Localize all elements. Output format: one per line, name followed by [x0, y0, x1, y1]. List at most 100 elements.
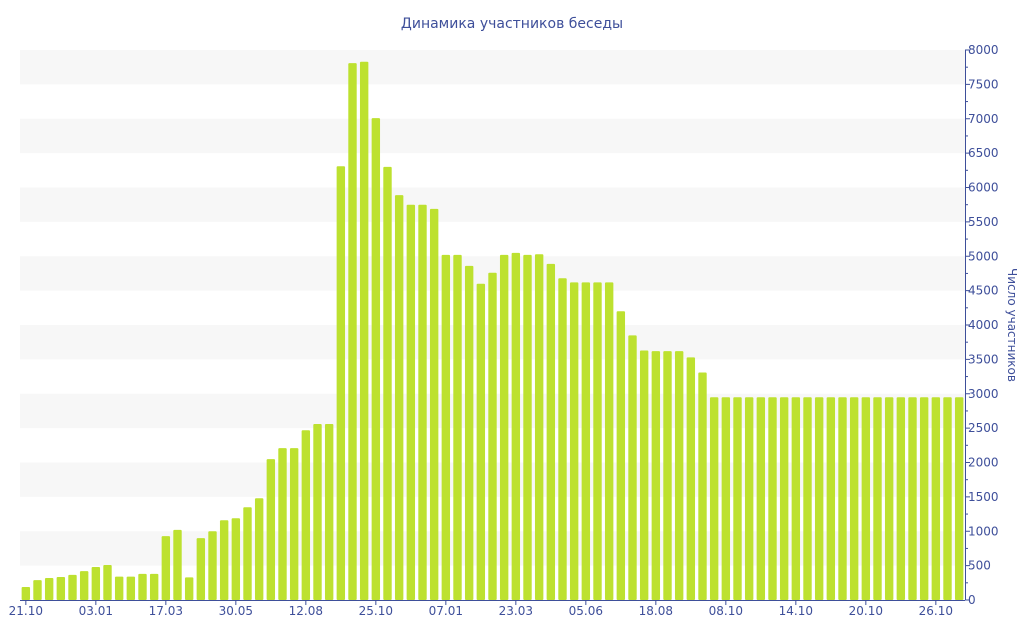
bar: [21, 586, 31, 600]
bar: [768, 397, 777, 600]
x-tick-label: 20.10: [849, 604, 883, 618]
bar: [418, 204, 427, 600]
bar: [243, 507, 252, 600]
bar: [721, 397, 731, 600]
bar: [523, 254, 532, 600]
y-tick-label: 2000: [968, 456, 999, 470]
bar: [744, 397, 754, 600]
bar: [348, 63, 357, 600]
bar: [931, 397, 941, 600]
bar: [861, 397, 871, 600]
bar: [593, 282, 602, 600]
bar: [359, 61, 369, 600]
bar: [173, 529, 182, 600]
bar: [219, 520, 229, 600]
bar: [33, 580, 42, 600]
x-tick-label: 07.01: [429, 604, 463, 618]
bar: [394, 195, 404, 600]
x-tick-label: 05.06: [569, 604, 603, 618]
bar: [616, 311, 626, 600]
x-tick-label: 26.10: [919, 604, 953, 618]
bar: [756, 397, 766, 600]
bar: [873, 397, 882, 600]
bar: [278, 448, 287, 600]
y-tick-label: 7000: [968, 112, 999, 126]
bar: [254, 498, 264, 600]
bar: [184, 577, 194, 600]
bar: [651, 351, 661, 600]
bar: [383, 166, 392, 600]
bar: [698, 372, 707, 600]
bar: [441, 254, 451, 600]
y-tick-label: 8000: [968, 43, 999, 57]
bar: [488, 272, 497, 600]
bar: [149, 573, 159, 600]
y-tick-label: 500: [968, 559, 991, 573]
bar: [674, 351, 684, 600]
bar: [138, 573, 147, 600]
bar: [943, 397, 952, 600]
bar: [779, 397, 789, 600]
y-tick-label: 7500: [968, 77, 999, 91]
bar: [406, 204, 416, 600]
bar: [266, 459, 276, 600]
bar: [79, 571, 89, 600]
y-axis-label: Число участников: [1005, 268, 1019, 382]
bar: [908, 397, 917, 600]
bar: [838, 397, 847, 600]
y-tick-label: 3500: [968, 352, 999, 366]
bar: [429, 208, 439, 600]
bar: [733, 397, 742, 600]
x-tick-label: 30.05: [219, 604, 253, 618]
bar: [336, 166, 346, 600]
y-tick-label: 4000: [968, 318, 999, 332]
y-tick-label: 3000: [968, 387, 999, 401]
bar: [114, 576, 124, 600]
bar: [849, 397, 859, 600]
x-tick-label: 08.10: [709, 604, 743, 618]
chart-title: Динамика участников беседы: [401, 16, 623, 32]
x-tick-label: 14.10: [779, 604, 813, 618]
bar: [161, 536, 171, 600]
bar: [208, 531, 217, 600]
x-tick-label: 18.08: [639, 604, 673, 618]
bar: [604, 282, 614, 600]
bar: [103, 564, 112, 600]
y-tick-label: 5500: [968, 215, 999, 229]
x-axis-ticks: 21.10 03.01 17.03 30.05 12.08 25.10 07.01 23.03…: [9, 600, 953, 618]
bar: [558, 278, 567, 600]
y-tick-label: 5000: [968, 249, 999, 263]
bar: [196, 538, 206, 600]
bar: [954, 397, 964, 600]
x-tick-label: 12.08: [289, 604, 323, 618]
bar: [709, 397, 719, 600]
bar: [814, 397, 824, 600]
bar: [313, 424, 322, 600]
bar: [499, 254, 509, 600]
bar: [803, 397, 812, 600]
grid-band: [20, 50, 965, 85]
bar: [581, 282, 591, 600]
bar: [126, 576, 136, 600]
bar: [56, 576, 66, 600]
y-tick-label: 1500: [968, 490, 999, 504]
y-tick-label: 0: [968, 593, 976, 607]
bar: [231, 518, 241, 600]
bar: [826, 397, 836, 600]
bar: [546, 263, 556, 600]
bar: [324, 424, 334, 600]
x-tick-label: 23.03: [499, 604, 533, 618]
x-tick-label: 25.10: [359, 604, 393, 618]
bar: [639, 350, 649, 600]
grid-band: [20, 118, 965, 154]
grid-band: [20, 187, 965, 222]
y-axis-ticks: 0 500 1000 1500 2000 2500 3000 3500 4000 4500 5000…: [965, 43, 999, 607]
y-tick-label: 4500: [968, 284, 999, 298]
y-tick-label: 6000: [968, 181, 999, 195]
bars: [21, 61, 964, 600]
bar: [686, 357, 696, 600]
x-tick-label: 17.03: [149, 604, 183, 618]
bar: [663, 351, 672, 600]
bar: [628, 335, 637, 600]
